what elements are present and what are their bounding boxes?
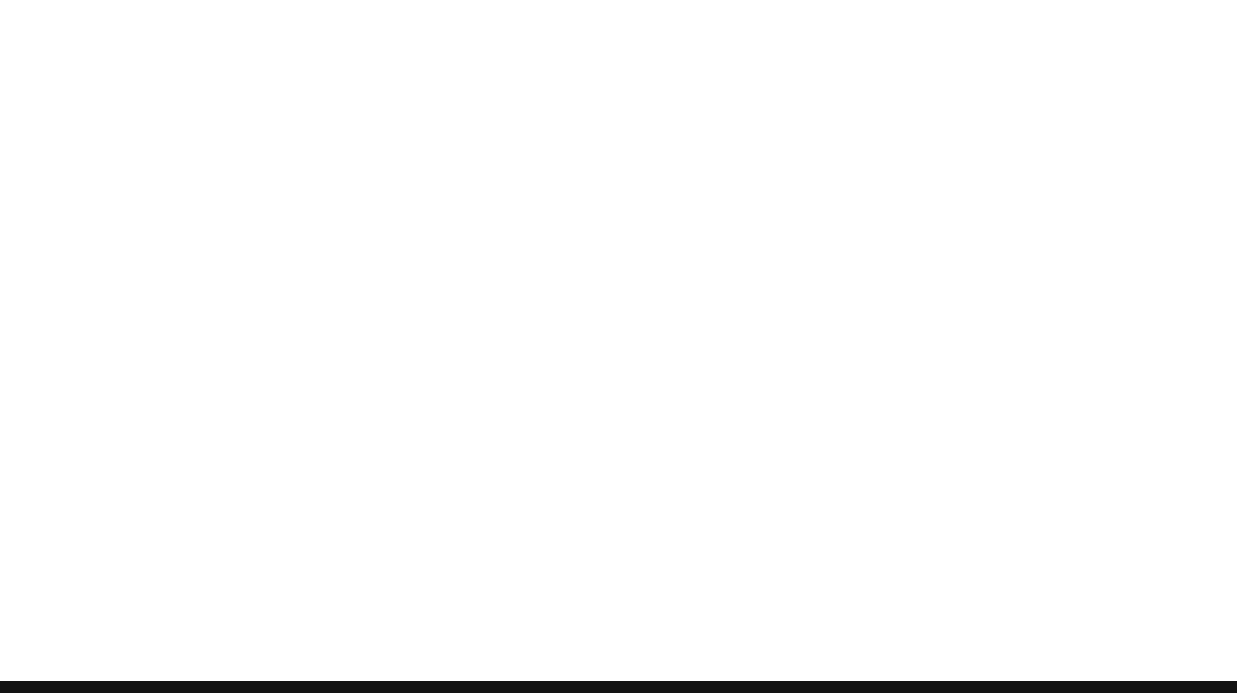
bottom-dark-bar xyxy=(0,681,1237,693)
